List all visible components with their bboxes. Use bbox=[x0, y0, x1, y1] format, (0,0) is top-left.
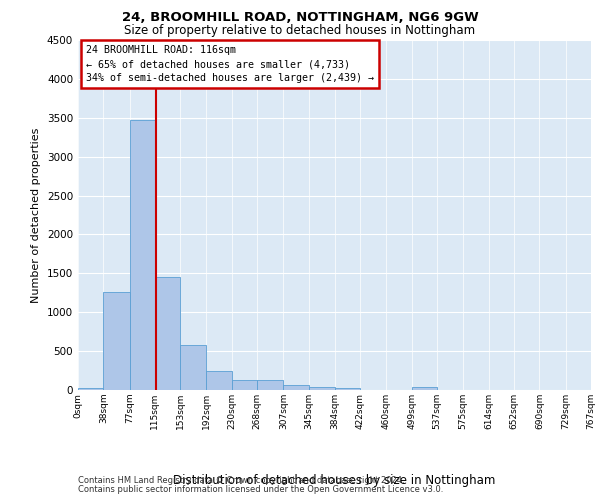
Bar bbox=[155, 277, 181, 390]
Y-axis label: Number of detached properties: Number of detached properties bbox=[31, 128, 41, 302]
Bar bbox=[103, 292, 130, 390]
Text: Contains HM Land Registry data © Crown copyright and database right 2024.: Contains HM Land Registry data © Crown c… bbox=[78, 476, 404, 485]
Bar bbox=[130, 120, 155, 390]
Text: Contains public sector information licensed under the Open Government Licence v3: Contains public sector information licen… bbox=[78, 485, 443, 494]
Bar bbox=[257, 380, 283, 390]
Bar bbox=[232, 380, 257, 390]
X-axis label: Distribution of detached houses by size in Nottingham: Distribution of detached houses by size … bbox=[173, 474, 496, 486]
Bar bbox=[283, 386, 309, 390]
Bar bbox=[309, 387, 335, 390]
Text: Size of property relative to detached houses in Nottingham: Size of property relative to detached ho… bbox=[124, 24, 476, 37]
Text: 24 BROOMHILL ROAD: 116sqm
← 65% of detached houses are smaller (4,733)
34% of se: 24 BROOMHILL ROAD: 116sqm ← 65% of detac… bbox=[86, 46, 374, 84]
Bar bbox=[78, 388, 103, 390]
Bar bbox=[335, 388, 360, 390]
Bar bbox=[181, 345, 206, 390]
Bar bbox=[206, 370, 232, 390]
Text: 24, BROOMHILL ROAD, NOTTINGHAM, NG6 9GW: 24, BROOMHILL ROAD, NOTTINGHAM, NG6 9GW bbox=[122, 11, 478, 24]
Bar bbox=[412, 387, 437, 390]
